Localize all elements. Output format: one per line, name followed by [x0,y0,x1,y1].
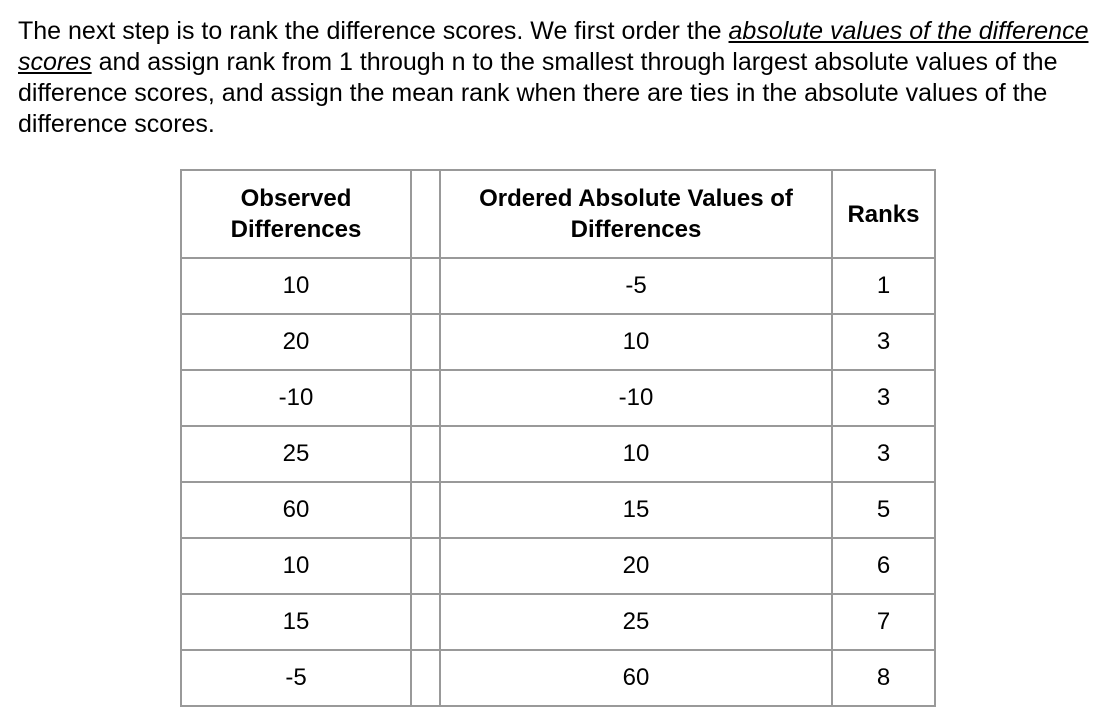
blank-cell [410,537,441,595]
intro-text-after: and assign rank from 1 through n to the … [18,48,1058,138]
blank-cell [410,425,441,483]
table-header-row: Observed Differences Ordered Absolute Val… [180,169,936,259]
observed-cell: 10 [180,257,412,315]
ordered-cell: 10 [439,313,833,371]
observed-cell: 10 [180,537,412,595]
blank-cell [410,481,441,539]
rank-cell: 3 [831,369,936,427]
rank-cell: 5 [831,481,936,539]
rank-cell: 3 [831,425,936,483]
intro-paragraph: The next step is to rank the difference … [18,16,1098,140]
rank-cell: 3 [831,313,936,371]
observed-cell: 20 [180,313,412,371]
rank-cell: 6 [831,537,936,595]
blank-cell [410,257,441,315]
header-ordered-absolute-values: Ordered Absolute Values of Differences [439,169,833,259]
table-row: 10 20 6 [180,537,936,595]
header-ranks: Ranks [831,169,936,259]
rank-cell: 7 [831,593,936,651]
table-row: 15 25 7 [180,593,936,651]
table-row: 20 10 3 [180,313,936,371]
observed-cell: 60 [180,481,412,539]
observed-cell: -5 [180,649,412,707]
observed-cell: 15 [180,593,412,651]
blank-cell [410,649,441,707]
table-row: 60 15 5 [180,481,936,539]
table-row: 10 -5 1 [180,257,936,315]
blank-cell [410,313,441,371]
blank-cell [410,369,441,427]
ordered-cell: 60 [439,649,833,707]
rank-table: Observed Differences Ordered Absolute Val… [180,169,936,707]
rank-cell: 8 [831,649,936,707]
ordered-cell: 15 [439,481,833,539]
observed-cell: -10 [180,369,412,427]
ordered-cell: -10 [439,369,833,427]
absolute-values-link[interactable]: absolute values of the difference scores [18,17,1089,76]
rank-cell: 1 [831,257,936,315]
header-observed-differences: Observed Differences [180,169,412,259]
ordered-cell: -5 [439,257,833,315]
table-row: -10 -10 3 [180,369,936,427]
ordered-cell: 20 [439,537,833,595]
ordered-cell: 25 [439,593,833,651]
ordered-cell: 10 [439,425,833,483]
observed-cell: 25 [180,425,412,483]
blank-cell [410,593,441,651]
table-row: 25 10 3 [180,425,936,483]
intro-text-before: The next step is to rank the difference … [18,17,729,45]
table-row: -5 60 8 [180,649,936,707]
header-blank [410,169,441,259]
